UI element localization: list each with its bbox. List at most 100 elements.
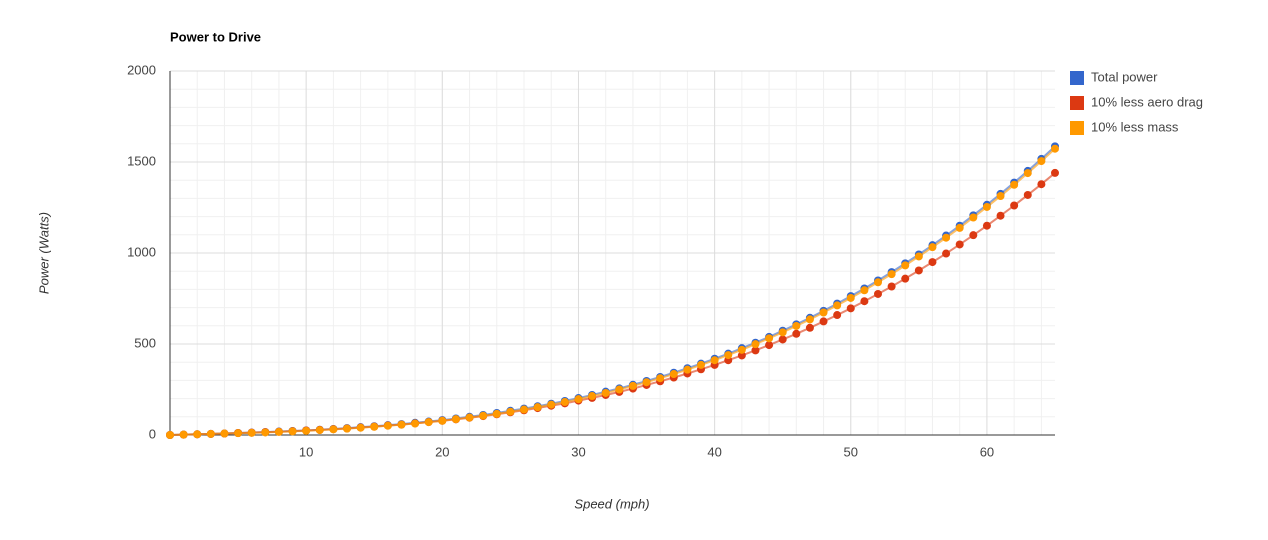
y-tick-label: 500	[134, 335, 156, 350]
data-point	[615, 385, 624, 394]
data-point	[669, 370, 678, 379]
data-point	[819, 317, 828, 326]
data-point	[778, 328, 787, 337]
data-point	[833, 311, 842, 320]
y-tick-label: 1500	[127, 153, 156, 168]
y-tick-label: 2000	[127, 62, 156, 77]
data-point	[234, 429, 243, 438]
data-point	[1051, 144, 1059, 153]
data-point	[179, 430, 188, 439]
data-point	[928, 243, 937, 252]
data-point	[438, 416, 447, 425]
data-point	[628, 381, 637, 390]
x-tick-label: 50	[844, 444, 858, 459]
data-point	[969, 213, 978, 222]
data-point	[1010, 201, 1019, 210]
data-point	[792, 329, 801, 338]
data-point	[996, 211, 1005, 220]
data-point	[846, 304, 855, 313]
data-point	[887, 282, 896, 291]
legend: Total power 10% less aero drag 10% less ma…	[1070, 69, 1203, 135]
x-tick-label: 30	[571, 444, 585, 459]
data-point	[479, 411, 488, 420]
data-point	[683, 365, 692, 374]
data-point	[819, 308, 828, 317]
data-point	[860, 297, 869, 306]
legend-swatch	[1070, 96, 1084, 110]
chart-title: Power to Drive	[170, 29, 261, 44]
data-point	[955, 223, 964, 232]
data-point	[315, 426, 324, 435]
data-point	[560, 398, 569, 407]
data-point	[955, 240, 964, 249]
data-point	[805, 323, 814, 332]
data-point	[846, 293, 855, 302]
data-point	[451, 415, 460, 424]
data-point	[697, 360, 705, 369]
legend-swatch	[1070, 71, 1084, 85]
data-point	[751, 340, 760, 349]
data-point	[996, 192, 1005, 201]
data-point	[737, 351, 746, 360]
data-point	[288, 427, 297, 436]
data-point	[724, 351, 733, 360]
data-point	[274, 427, 283, 436]
data-point	[506, 407, 515, 416]
data-point	[765, 341, 774, 350]
data-point	[901, 274, 910, 283]
data-point	[969, 231, 978, 240]
data-point	[424, 418, 433, 427]
data-point	[465, 413, 474, 422]
data-point	[765, 334, 774, 343]
data-point	[533, 403, 542, 412]
data-point	[833, 301, 842, 310]
legend-label: 10% less mass	[1091, 119, 1179, 134]
data-point	[492, 409, 501, 418]
data-point	[778, 335, 787, 344]
data-point	[901, 261, 910, 270]
data-point	[206, 429, 215, 438]
data-point	[737, 345, 746, 354]
legend-label: 10% less aero drag	[1091, 94, 1203, 109]
data-point	[1023, 190, 1032, 199]
data-point	[397, 420, 406, 429]
data-point	[261, 428, 270, 437]
x-tick-label: 10	[299, 444, 313, 459]
data-point	[220, 429, 229, 438]
data-point	[588, 392, 597, 401]
y-axis-title: Power (Watts)	[36, 212, 51, 294]
data-point	[874, 289, 882, 298]
x-tick-label: 20	[435, 444, 449, 459]
data-point	[1051, 168, 1059, 177]
data-point	[928, 258, 937, 267]
data-point	[343, 424, 351, 433]
data-point	[982, 202, 991, 211]
data-point	[329, 425, 338, 434]
data-point	[302, 426, 311, 435]
data-point	[193, 430, 202, 439]
data-point	[792, 321, 801, 330]
legend-label: Total power	[1091, 69, 1158, 84]
data-point	[751, 346, 760, 355]
y-tick-label: 1000	[127, 244, 156, 259]
data-point	[383, 421, 392, 430]
data-point	[411, 419, 420, 428]
data-point	[247, 428, 256, 437]
data-point	[642, 378, 651, 387]
x-tick-label: 60	[980, 444, 994, 459]
data-point	[520, 405, 528, 414]
data-point	[574, 395, 583, 404]
data-point	[805, 315, 814, 324]
data-point	[914, 252, 923, 261]
data-point	[887, 270, 896, 279]
data-point	[874, 278, 882, 287]
data-point	[166, 431, 174, 439]
plot	[166, 142, 1059, 439]
data-point	[547, 400, 556, 409]
x-tick-label: 40	[707, 444, 721, 459]
data-point	[1037, 180, 1046, 189]
data-point	[370, 422, 379, 431]
data-point	[860, 286, 869, 295]
